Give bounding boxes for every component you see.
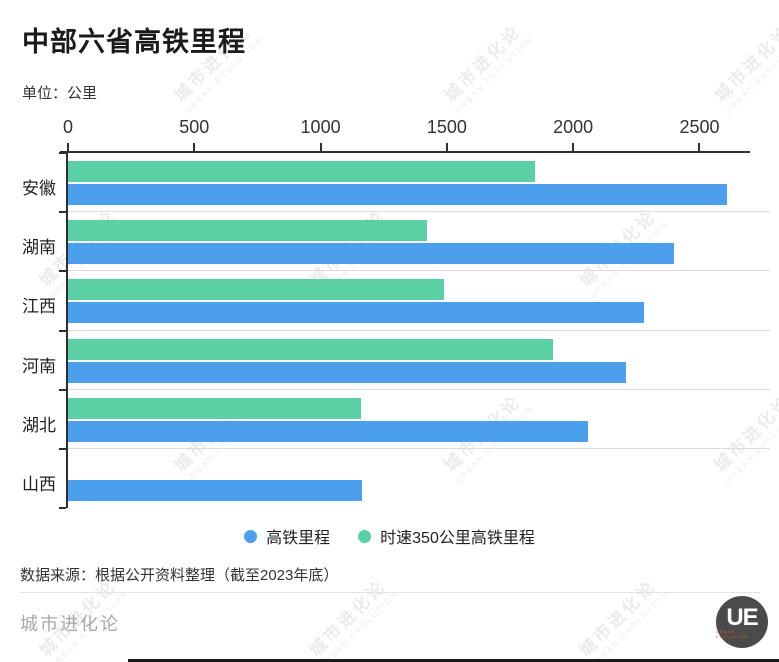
brand-name: 城市进化论: [20, 614, 120, 634]
legend-item-1: 时速350公里高铁里程: [358, 524, 535, 548]
bar-hsr-3: [68, 361, 627, 383]
bar-hsr350-1: [68, 220, 427, 242]
y-axis-tick: [59, 388, 66, 391]
row-separator: [68, 447, 770, 449]
watermark-line2: URBAN EVOLUTION: [588, 588, 671, 662]
watermark-line1: 城市进化论: [575, 576, 660, 661]
legend-label: 高铁里程: [266, 530, 331, 547]
row-separator: [68, 388, 770, 390]
x-axis-tick: [572, 143, 575, 153]
unit-label: 单位：公里: [22, 85, 98, 102]
legend-label: 时速350公里高铁里程: [380, 530, 535, 547]
bar-hsr-5: [68, 479, 363, 501]
legend: 高铁里程 时速350公里高铁里程: [0, 524, 779, 548]
bar-hsr350-4: [68, 397, 361, 419]
x-axis-tick: [67, 143, 69, 153]
legend-item-0: 高铁里程: [244, 524, 330, 548]
row-separator: [68, 329, 770, 331]
watermark-line1: 城市进化论: [440, 21, 525, 106]
bar-hsr-1: [68, 243, 675, 265]
bar-hsr350-0: [68, 161, 536, 182]
y-axis-tick: [59, 507, 66, 509]
bar-hsr-4: [68, 420, 589, 442]
x-axis-tick-label: 2000: [553, 117, 594, 137]
row-separator: [68, 211, 770, 213]
x-axis-tick-label: 500: [179, 117, 210, 137]
y-axis-tick: [59, 447, 66, 450]
x-axis-line: [60, 151, 750, 153]
category-label: 江西: [22, 297, 56, 317]
bar-chart: 0 500 1000 1500 2000 2500 安徽湖南江西河南湖北山西: [22, 117, 770, 509]
category-label: 河南: [22, 356, 56, 376]
y-axis-line: [66, 153, 68, 508]
x-axis-tick: [698, 143, 701, 153]
x-axis-tick: [193, 143, 196, 153]
y-axis-tick: [59, 211, 66, 214]
category-label: 湖北: [22, 415, 56, 435]
divider-line: [20, 592, 760, 593]
x-axis-tick-label: 1000: [300, 117, 341, 137]
watermark-line1: 城市进化论: [710, 21, 779, 106]
bar-hsr350-2: [68, 279, 445, 301]
category-label: 山西: [22, 474, 56, 494]
y-axis-tick: [59, 152, 66, 154]
legend-dot-icon: [244, 529, 258, 543]
ue-logo: UE URBAN EVOLUTION: [716, 596, 768, 648]
y-axis-tick: [59, 329, 66, 332]
row-separator: [68, 270, 770, 272]
logo-subtext: URBAN EVOLUTION: [716, 628, 749, 639]
chart-title: 中部六省高铁里程: [22, 27, 246, 57]
x-axis-tick: [445, 143, 448, 153]
bar-hsr-2: [68, 302, 644, 324]
x-axis-tick-label: 0: [62, 117, 73, 137]
legend-dot-icon: [358, 529, 372, 543]
source-note: 数据来源：根据公开资料整理（截至2023年底）: [20, 567, 339, 584]
bar-hsr-0: [68, 184, 728, 205]
bottom-edge-line: [128, 659, 779, 662]
category-label: 湖南: [22, 238, 56, 258]
x-axis-tick: [319, 143, 322, 153]
logo-text: UE: [726, 603, 758, 631]
x-axis-tick-label: 1500: [426, 117, 467, 137]
y-axis-tick: [59, 270, 66, 273]
bar-hsr350-3: [68, 338, 553, 360]
x-axis-tick-label: 2500: [679, 117, 720, 137]
category-label: 安徽: [22, 179, 56, 198]
